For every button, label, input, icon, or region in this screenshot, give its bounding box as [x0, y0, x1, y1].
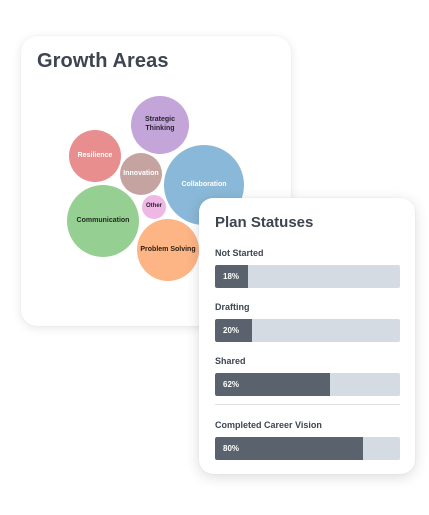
progress-fill [215, 265, 249, 288]
plan-statuses-card: Plan Statuses Not Started 18% Drafting 2… [199, 198, 415, 474]
status-label: Shared [215, 356, 246, 366]
bubble-strategic-thinking[interactable]: Strategic Thinking [131, 96, 189, 154]
status-row-not-started: Not Started 18% [215, 248, 400, 288]
status-row-shared: Shared 62% [215, 356, 400, 396]
bubble-problem-solving[interactable]: Problem Solving [137, 219, 199, 281]
progress-value: 80% [223, 444, 240, 453]
status-label: Not Started [215, 248, 264, 258]
bubble-innovation[interactable]: Innovation [120, 153, 162, 195]
status-row-completed-career-vision: Completed Career Vision 80% [215, 420, 400, 460]
bubble-label: Strategic Thinking [145, 116, 175, 132]
growth-areas-card: Growth Areas Strategic Thinking Resilien… [21, 36, 291, 326]
progress-track: 62% [215, 373, 400, 396]
bubble-communication[interactable]: Communication [67, 185, 139, 257]
progress-track: 80% [215, 437, 400, 460]
bubble-label: Collaboration [181, 180, 227, 188]
progress-track: 18% [215, 265, 400, 288]
bubble-label: Problem Solving [140, 245, 196, 253]
bubble-label: Other [145, 203, 162, 210]
status-label: Drafting [215, 302, 250, 312]
bubble-label: Resilience [77, 151, 113, 159]
status-label: Completed Career Vision [215, 420, 322, 430]
progress-value: 62% [223, 380, 240, 389]
progress-fill [215, 373, 330, 396]
growth-areas-title: Growth Areas [37, 50, 169, 72]
progress-value: 20% [223, 326, 240, 335]
progress-fill [215, 319, 252, 342]
bubble-other[interactable]: Other [142, 195, 166, 219]
progress-track: 20% [215, 319, 400, 342]
progress-value: 18% [223, 272, 240, 281]
plan-statuses-title: Plan Statuses [215, 214, 314, 231]
bubble-resilience[interactable]: Resilience [69, 130, 121, 182]
progress-fill [215, 437, 363, 460]
status-row-drafting: Drafting 20% [215, 302, 400, 342]
section-divider [215, 404, 400, 405]
bubble-label: Communication [76, 216, 130, 224]
bubble-label: Innovation [123, 169, 159, 177]
